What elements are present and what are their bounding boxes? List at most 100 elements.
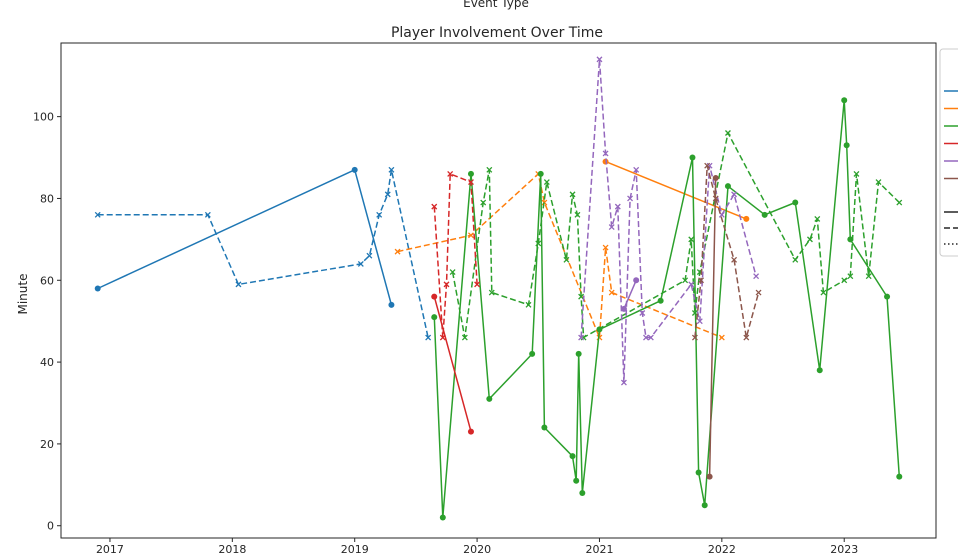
y-tick-label: 0 (47, 520, 54, 533)
data-point (816, 367, 823, 374)
data-point (447, 170, 454, 177)
data-point (633, 277, 640, 284)
data-point (563, 256, 570, 263)
data-point (688, 236, 695, 243)
x-tick-label: 2020 (463, 543, 491, 556)
data-point (384, 191, 391, 198)
data-point (94, 211, 101, 218)
series-line-green-dashed (451, 132, 900, 339)
series-line-blue-solid (97, 169, 393, 305)
data-point (537, 170, 544, 177)
data-point (689, 154, 696, 161)
series-line-purple-dashed (580, 58, 757, 384)
data-point (602, 150, 609, 157)
data-point (543, 179, 550, 186)
data-point (575, 350, 582, 357)
data-point (843, 142, 850, 149)
data-point (574, 211, 581, 218)
series-line-red-dashed (433, 173, 478, 339)
data-point (853, 170, 860, 177)
legend (939, 48, 958, 257)
data-point (743, 334, 750, 341)
data-point (647, 334, 654, 341)
data-point (578, 293, 585, 300)
data-point (439, 514, 446, 521)
data-point (569, 191, 576, 198)
y-axis: 0 20 40 60 80 100 (33, 111, 61, 533)
data-point (712, 195, 719, 202)
data-point (884, 293, 891, 300)
data-point (696, 318, 703, 325)
data-point (388, 166, 395, 173)
data-point (357, 260, 364, 267)
x-tick-label: 2018 (218, 543, 246, 556)
y-tick-label: 80 (40, 192, 54, 205)
data-point (841, 277, 848, 284)
series-line-green-solid (433, 99, 901, 519)
data-point (474, 281, 481, 288)
series-line-red-solid (433, 296, 472, 432)
data-point (488, 289, 495, 296)
data-point (875, 179, 882, 186)
data-point (847, 273, 854, 280)
data-point (579, 490, 586, 496)
series-line-purple-solid (623, 280, 637, 310)
data-point (820, 289, 827, 296)
data-point (449, 269, 456, 276)
data-point (682, 277, 689, 284)
x-tick-label: 2023 (830, 543, 858, 556)
data-point (541, 424, 548, 431)
data-point (468, 179, 474, 186)
y-tick-label: 20 (40, 438, 54, 451)
series-line-orange-dashed (397, 173, 723, 339)
data-point (439, 334, 446, 341)
data-point (718, 334, 725, 341)
data-point (376, 211, 383, 218)
axes-frame (60, 42, 937, 539)
x-tick-label: 2021 (585, 543, 613, 556)
data-point (865, 273, 872, 280)
data-point (431, 293, 438, 300)
data-point (431, 203, 438, 210)
data-point (608, 289, 615, 296)
series-line-orange-solid (605, 160, 747, 220)
data-point (94, 285, 101, 292)
data-point (761, 211, 768, 218)
data-point (614, 203, 621, 210)
data-point (529, 350, 536, 357)
data-point (792, 256, 799, 263)
data-point (724, 130, 731, 136)
data-point (394, 248, 401, 255)
data-point (608, 224, 615, 231)
chart-title: Player Involvement Over Time (391, 25, 603, 41)
data-point (443, 281, 450, 288)
data-point (235, 281, 242, 288)
data-point (698, 277, 704, 284)
data-point (639, 310, 646, 316)
data-point (620, 379, 627, 386)
data-point (431, 314, 438, 321)
data-point (535, 240, 542, 247)
series-line-brown-solid (708, 177, 717, 477)
data-point (204, 211, 211, 218)
series-line-blue-dashed (97, 169, 429, 338)
data-point (712, 175, 719, 181)
data-point (578, 334, 585, 341)
data-point (701, 502, 708, 509)
data-point (388, 301, 395, 308)
y-tick-label: 60 (40, 274, 54, 287)
data-point (896, 199, 903, 206)
legend-box (939, 48, 958, 257)
data-point (657, 297, 664, 304)
data-point (602, 244, 609, 251)
data-point (695, 469, 702, 476)
y-tick-label: 40 (40, 356, 54, 369)
data-point (620, 305, 627, 312)
data-point (643, 334, 649, 341)
data-point (706, 473, 713, 480)
y-axis-label: Minute (16, 274, 30, 315)
data-point (461, 334, 468, 341)
x-axis: 2017 2018 2019 2020 2021 2022 2023 (96, 538, 858, 556)
data-point (366, 252, 373, 259)
data-point (841, 97, 848, 104)
